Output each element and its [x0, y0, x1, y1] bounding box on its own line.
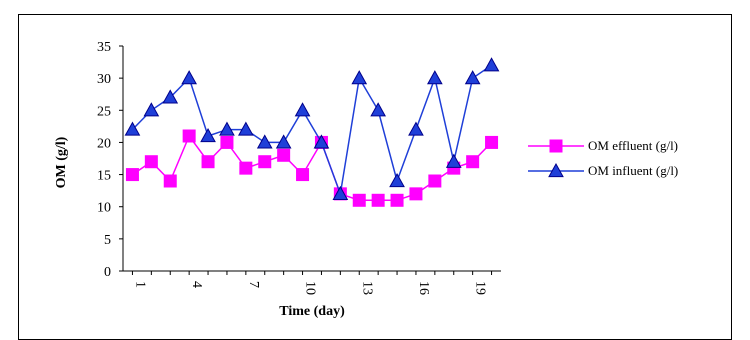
data-point: [162, 89, 179, 104]
data-point: [371, 193, 385, 207]
data-point: [181, 70, 197, 85]
x-tick-label: 1: [132, 281, 147, 288]
axes: 0 5 10 15 20 25 30 35 1 4 7 10 13 16 19: [97, 40, 501, 295]
data-point: [352, 193, 366, 207]
y-tick-label: 15: [97, 169, 111, 184]
legend-marker: [549, 139, 563, 153]
legend-label: OM influent (g/l): [588, 163, 678, 178]
x-tick-label: 16: [416, 281, 431, 295]
data-point: [275, 134, 292, 149]
legend-entry: OM influent (g/l): [528, 162, 678, 178]
x-tick-label: 10: [303, 281, 318, 295]
x-tick-label: 7: [246, 281, 261, 288]
x-tick-label: 19: [473, 281, 488, 295]
x-tick-label: 4: [189, 281, 204, 288]
x-axis-label: Time (day): [279, 304, 345, 319]
y-tick-label: 5: [104, 233, 111, 248]
data-point: [332, 185, 349, 200]
data-point: [390, 193, 404, 207]
series-2: [124, 57, 500, 200]
legend: OM effluent (g/l) OM influent (g/l): [528, 138, 678, 178]
legend-label: OM effluent (g/l): [588, 138, 678, 153]
data-point: [313, 134, 330, 149]
data-point: [370, 102, 386, 117]
data-point: [389, 172, 405, 188]
y-axis-label: OM (g/l): [54, 136, 69, 188]
x-tick-label: 13: [359, 281, 374, 295]
data-point: [256, 134, 273, 149]
data-point: [220, 135, 234, 149]
data-point: [124, 121, 141, 136]
y-tick-label: 20: [97, 136, 111, 151]
data-point: [427, 70, 443, 85]
data-point: [125, 168, 139, 182]
data-point: [277, 148, 291, 162]
data-point: [144, 155, 158, 169]
data-point: [201, 155, 215, 169]
data-point: [200, 127, 216, 143]
data-point: [219, 121, 235, 136]
series-line: [131, 64, 492, 197]
y-tick-label: 25: [97, 104, 111, 119]
data-point: [466, 155, 480, 169]
series-line: [132, 134, 493, 202]
data-point: [238, 121, 254, 136]
y-tick-label: 30: [97, 72, 111, 87]
data-point: [239, 161, 253, 175]
data-point: [409, 187, 423, 201]
data-point: [445, 153, 462, 168]
y-tick-label: 35: [97, 40, 111, 55]
data-point: [428, 174, 442, 188]
data-point: [483, 57, 500, 72]
legend-marker: [548, 162, 564, 178]
data-point: [143, 102, 160, 117]
data-point: [351, 70, 368, 85]
y-tick-label: 0: [104, 265, 111, 280]
data-point: [485, 135, 499, 149]
data-point: [408, 121, 424, 136]
y-tick-label: 10: [97, 201, 111, 216]
data-point: [464, 70, 481, 85]
data-point: [258, 155, 272, 169]
data-point: [182, 129, 196, 143]
data-point: [163, 174, 177, 188]
data-point: [296, 168, 310, 182]
series-layer: [124, 57, 500, 207]
legend-entry: OM effluent (g/l): [528, 138, 678, 153]
series-1: [125, 129, 499, 207]
data-point: [294, 102, 311, 117]
